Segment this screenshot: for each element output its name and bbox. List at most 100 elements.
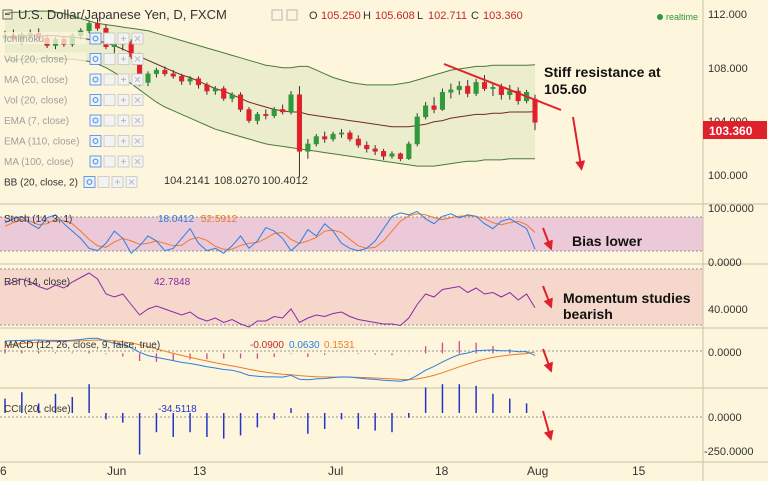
time-tick-13: 13 xyxy=(193,464,207,478)
settings-icon[interactable] xyxy=(103,155,116,168)
ohlc-h-value: 105.608 xyxy=(375,10,415,22)
candle-body xyxy=(111,44,117,48)
eye-icon[interactable] xyxy=(89,73,102,86)
bias-annotation: Bias lower xyxy=(572,233,643,249)
close-icon[interactable] xyxy=(125,176,138,188)
plus-icon[interactable] xyxy=(117,114,130,127)
resistance-annotation-line1: Stiff resistance at xyxy=(544,64,661,80)
macd-series xyxy=(4,337,536,382)
time-tick-jun: Jun xyxy=(107,464,126,478)
plus-icon[interactable] xyxy=(117,135,130,147)
legend-label-bg xyxy=(2,93,86,106)
close-icon[interactable] xyxy=(131,114,144,127)
plus-icon[interactable] xyxy=(111,176,124,188)
candle-body xyxy=(355,138,361,146)
cci-value: -34.5118 xyxy=(158,404,197,415)
realtime-label: realtime xyxy=(666,12,698,22)
ohlc-c-value: 103.360 xyxy=(483,10,523,22)
indicator-label: EMA (7, close) xyxy=(4,116,69,127)
rsi-value: 42.7848 xyxy=(154,277,191,288)
candle-body xyxy=(94,23,101,29)
plus-icon[interactable] xyxy=(117,94,130,106)
legend-label-bg xyxy=(2,52,86,65)
close-icon[interactable] xyxy=(131,53,144,65)
plus-icon[interactable] xyxy=(117,32,130,45)
collapse-toggle[interactable] xyxy=(2,9,13,20)
indicator-label: Vol (20, close) xyxy=(4,96,67,107)
stoch-label: Stoch (14, 3, 1) xyxy=(4,214,72,225)
price-tick-100: 100.000 xyxy=(708,170,748,182)
candle-body xyxy=(473,82,479,94)
settings-icon[interactable] xyxy=(103,135,116,147)
rsi-band xyxy=(0,269,703,325)
stoch-tick-100: 100.0000 xyxy=(708,203,754,215)
macd-value-1: -0.0900 xyxy=(250,340,284,351)
indicator-axis: 100.0000 0.0000 40.0000 0.0000 0.0000 -2… xyxy=(704,203,754,458)
candle-body xyxy=(271,109,277,116)
eye-icon[interactable] xyxy=(89,114,102,127)
indicator-label: BB (20, close, 2) xyxy=(4,178,78,189)
candle-body xyxy=(406,143,412,159)
bb-value-1: 104.2141 xyxy=(164,175,210,187)
plus-icon[interactable] xyxy=(117,73,130,86)
candle-body xyxy=(381,151,387,157)
eye-icon[interactable] xyxy=(89,135,102,147)
eye-icon[interactable] xyxy=(89,32,102,45)
plus-icon[interactable] xyxy=(117,53,130,65)
bb-value-2: 108.0270 xyxy=(214,175,260,187)
candle-body xyxy=(179,76,185,82)
legend-label-bg xyxy=(2,114,86,126)
candle-body xyxy=(439,92,446,110)
candle-body xyxy=(330,133,336,140)
realtime-dot-icon xyxy=(657,14,663,20)
settings-icon[interactable] xyxy=(103,53,116,65)
settings-icon[interactable] xyxy=(97,176,110,188)
time-tick-jul: Jul xyxy=(328,464,343,478)
close-icon[interactable] xyxy=(131,135,144,147)
rsi-label: RSI (14, close) xyxy=(4,277,70,288)
candle-body xyxy=(229,94,235,99)
price-axis: 112.000 108.000 104.000 100.000 xyxy=(708,9,748,182)
settings-icon[interactable] xyxy=(103,73,116,86)
candle-body xyxy=(372,148,378,152)
candle-body xyxy=(431,105,437,110)
close-icon[interactable] xyxy=(131,155,144,168)
candle-body xyxy=(204,84,210,92)
candle-body xyxy=(498,87,504,95)
price-tick-108: 108.000 xyxy=(708,63,748,75)
bearish-arrows xyxy=(542,116,586,441)
ohlc-o-value: 105.250 xyxy=(321,10,361,22)
indicator-label: MA (100, close) xyxy=(4,157,73,168)
ohlc-h-label: H xyxy=(363,10,371,22)
time-tick-15: 15 xyxy=(632,464,646,478)
ohlc-l-label: L xyxy=(417,10,423,22)
candle-body xyxy=(254,114,260,121)
candle-body xyxy=(481,82,488,89)
stoch-d-value: 52.5912 xyxy=(201,214,238,225)
cci-tick-0: 0.0000 xyxy=(708,412,742,424)
settings-icon[interactable] xyxy=(103,32,116,45)
settings-icon[interactable] xyxy=(103,114,116,127)
price-tick-112: 112.000 xyxy=(708,9,747,21)
time-tick-aug: Aug xyxy=(527,464,548,478)
indicator-label: EMA (110, close) xyxy=(4,137,79,148)
candle-body xyxy=(187,78,193,82)
eye-icon[interactable] xyxy=(89,53,102,65)
close-icon[interactable] xyxy=(131,73,144,86)
candle-body xyxy=(322,136,328,140)
plus-icon[interactable] xyxy=(117,155,130,168)
settings-icon[interactable] xyxy=(103,94,116,106)
eye-icon[interactable] xyxy=(89,155,102,168)
eye-icon[interactable] xyxy=(83,176,96,188)
macd-label: MACD (12, 26, close, 9, false, true) xyxy=(4,340,160,351)
current-price-value: 103.360 xyxy=(709,124,753,138)
cci-label: CCI (20, close) xyxy=(4,404,71,415)
eye-icon[interactable] xyxy=(89,94,102,106)
close-icon[interactable] xyxy=(131,94,144,106)
header-control-icons[interactable] xyxy=(271,9,298,21)
symbol-title: U.S. Dollar/Japanese Yen, D, FXCM xyxy=(18,7,227,22)
close-icon[interactable] xyxy=(131,32,144,45)
legend-label-bg xyxy=(2,155,86,167)
